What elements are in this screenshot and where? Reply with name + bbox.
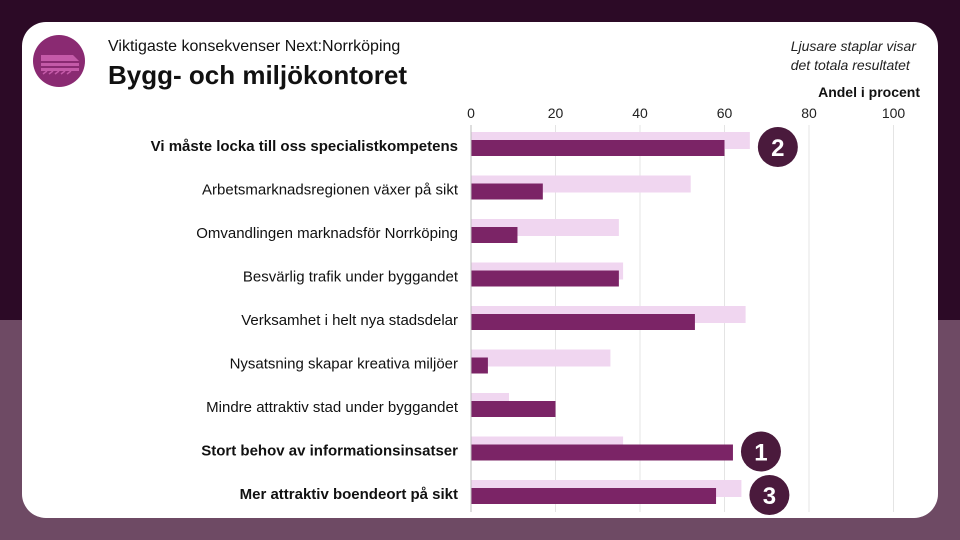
x-axis-title: Andel i procent bbox=[818, 84, 920, 100]
x-tick-label: 20 bbox=[548, 105, 564, 121]
train-logo-icon bbox=[33, 35, 85, 87]
unit-bar bbox=[471, 314, 695, 330]
rank-badge-label: 2 bbox=[771, 135, 784, 162]
rank-badge bbox=[749, 475, 790, 515]
category-label: Mer attraktiv boendeort på sikt bbox=[240, 486, 458, 503]
subtitle: Viktigaste konsekvenser Next:Norrköping bbox=[108, 38, 401, 55]
rank-badge-label: 1 bbox=[754, 440, 767, 467]
legend-note-line2: det totala resultatet bbox=[790, 57, 910, 73]
legend-note: Ljusare staplar visar det totala resulta… bbox=[791, 37, 916, 75]
legend-note-line1: Ljusare staplar visar bbox=[790, 38, 916, 54]
x-tick-label: 60 bbox=[717, 105, 733, 121]
x-tick-label: 0 bbox=[467, 105, 475, 121]
unit-bar bbox=[471, 227, 518, 243]
page-title: Bygg- och miljökontoret bbox=[108, 60, 407, 90]
unit-bar bbox=[471, 401, 556, 417]
category-label: Verksamhet i helt nya stadsdelar bbox=[241, 312, 458, 329]
rank-badge bbox=[740, 431, 781, 472]
unit-bar bbox=[471, 140, 725, 156]
category-label: Arbetsmarknadsregionen växer på sikt bbox=[202, 182, 459, 199]
category-label: Omvandlingen marknadsför Norrköping bbox=[196, 225, 458, 242]
unit-bar bbox=[471, 357, 488, 374]
x-tick-label: 40 bbox=[632, 105, 648, 121]
category-label: Mindre attraktiv stad under byggandet bbox=[206, 399, 459, 416]
rank-badge bbox=[757, 127, 798, 167]
category-label: Vi måste locka till oss specialistkompet… bbox=[151, 138, 458, 155]
unit-bar bbox=[471, 488, 717, 504]
total-bar bbox=[471, 349, 611, 367]
unit-bar bbox=[471, 270, 619, 287]
unit-bar bbox=[471, 444, 733, 461]
category-label: Besvärlig trafik under byggandet bbox=[243, 269, 459, 286]
category-label: Stort behov av informationsinsatser bbox=[201, 443, 458, 460]
rank-badge-label: 3 bbox=[763, 483, 776, 510]
unit-bar bbox=[471, 183, 543, 200]
category-label: Nysatsning skapar kreativa miljöer bbox=[230, 356, 458, 373]
x-tick-label: 80 bbox=[801, 105, 817, 121]
x-tick-label: 100 bbox=[882, 105, 906, 121]
